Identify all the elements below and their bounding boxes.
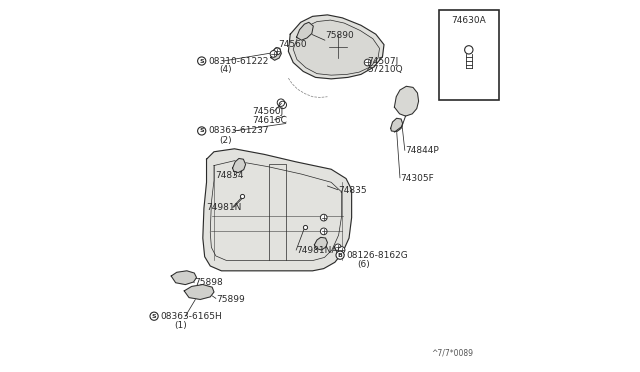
Text: 08126-8162G: 08126-8162G bbox=[347, 251, 408, 260]
Text: 08310-61222: 08310-61222 bbox=[209, 57, 269, 65]
Text: 74507J: 74507J bbox=[367, 57, 399, 65]
Circle shape bbox=[364, 59, 371, 66]
Text: 74630A: 74630A bbox=[440, 27, 475, 36]
Text: B: B bbox=[338, 253, 342, 258]
Text: 74305F: 74305F bbox=[400, 174, 434, 183]
Text: (1): (1) bbox=[174, 321, 187, 330]
Text: 74616C: 74616C bbox=[252, 116, 287, 125]
Circle shape bbox=[274, 48, 280, 55]
Polygon shape bbox=[394, 86, 419, 116]
Text: S: S bbox=[200, 128, 204, 134]
Polygon shape bbox=[293, 20, 380, 75]
Text: 74630A: 74630A bbox=[451, 16, 486, 25]
Circle shape bbox=[321, 214, 327, 221]
Polygon shape bbox=[184, 285, 214, 299]
Polygon shape bbox=[390, 118, 403, 132]
Text: 74981NA: 74981NA bbox=[296, 246, 338, 255]
Text: (6): (6) bbox=[357, 260, 370, 269]
Text: S: S bbox=[152, 314, 156, 319]
Circle shape bbox=[338, 247, 345, 253]
Circle shape bbox=[198, 57, 206, 65]
Polygon shape bbox=[203, 149, 351, 271]
Text: (4): (4) bbox=[219, 65, 232, 74]
Circle shape bbox=[150, 312, 158, 320]
Circle shape bbox=[336, 251, 344, 259]
Text: 75898: 75898 bbox=[195, 278, 223, 287]
Circle shape bbox=[198, 127, 206, 135]
Circle shape bbox=[465, 46, 473, 54]
Text: ^7/7*0089: ^7/7*0089 bbox=[431, 349, 474, 358]
Text: 74834: 74834 bbox=[215, 171, 244, 180]
Polygon shape bbox=[232, 158, 246, 173]
Text: 08363-61237: 08363-61237 bbox=[209, 126, 269, 135]
Polygon shape bbox=[172, 271, 196, 285]
Circle shape bbox=[270, 51, 277, 57]
Text: 74844P: 74844P bbox=[405, 146, 438, 155]
Polygon shape bbox=[211, 161, 342, 260]
Text: 74835: 74835 bbox=[338, 186, 367, 195]
Circle shape bbox=[321, 228, 327, 235]
Text: 75890: 75890 bbox=[325, 31, 353, 40]
Text: 74560J: 74560J bbox=[252, 107, 284, 116]
Bar bbox=[439, 10, 499, 100]
Text: 74981N: 74981N bbox=[207, 203, 242, 212]
Text: 74560: 74560 bbox=[278, 40, 307, 49]
Polygon shape bbox=[289, 15, 384, 79]
Text: 08363-6165H: 08363-6165H bbox=[161, 312, 223, 321]
Text: (2): (2) bbox=[220, 136, 232, 145]
Polygon shape bbox=[296, 22, 314, 40]
Polygon shape bbox=[271, 48, 282, 60]
Text: 75899: 75899 bbox=[216, 295, 244, 304]
Text: 57210Q: 57210Q bbox=[367, 65, 403, 74]
Text: S: S bbox=[200, 58, 204, 64]
Polygon shape bbox=[314, 237, 328, 250]
Circle shape bbox=[335, 244, 341, 251]
